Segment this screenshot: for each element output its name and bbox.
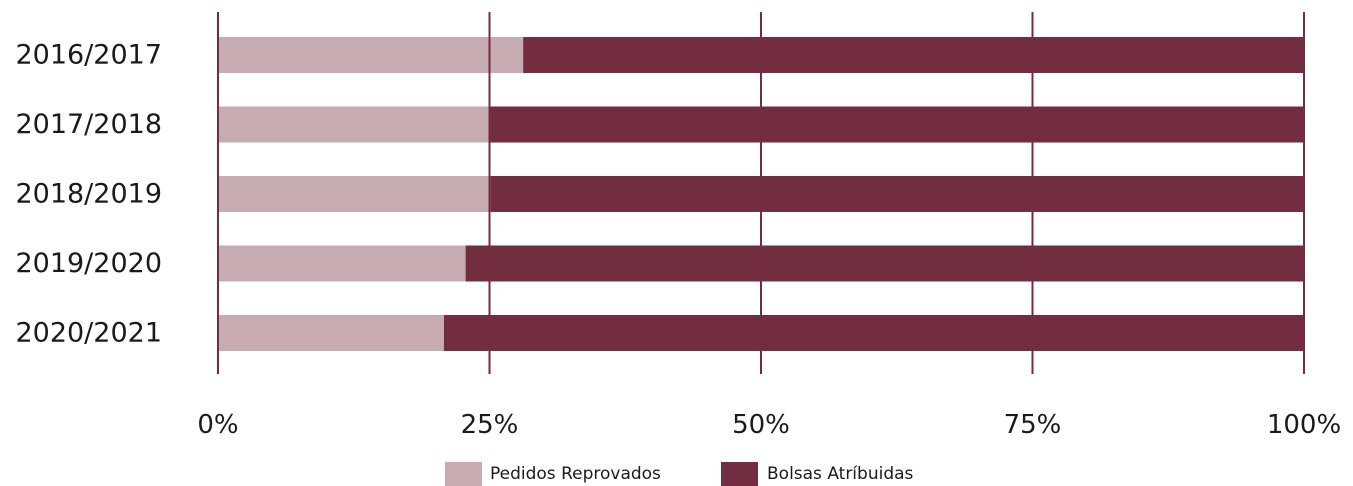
x-tick-label: 100% <box>1267 410 1341 440</box>
bar-pedidos-reprovados-0 <box>218 37 524 73</box>
bar-pedidos-reprovados-2 <box>218 176 491 212</box>
legend-label: Pedidos Reprovados <box>490 464 661 484</box>
bar-pedidos-reprovados-1 <box>218 106 490 143</box>
bars <box>218 37 1304 351</box>
bar-pedidos-reprovados-3 <box>218 245 466 282</box>
category-label: 2019/2020 <box>15 248 162 279</box>
bar-bolsas-atribuidas-3 <box>465 245 1304 282</box>
bar-bolsas-atribuidas-0 <box>523 37 1304 73</box>
x-tick-label: 25% <box>461 410 519 440</box>
category-label: 2018/2019 <box>15 179 162 210</box>
bar-bolsas-atribuidas-1 <box>489 106 1304 143</box>
category-label: 2016/2017 <box>15 40 162 71</box>
category-label: 2017/2018 <box>15 109 162 140</box>
legend-swatch <box>721 462 758 486</box>
category-label: 2020/2021 <box>15 318 162 349</box>
legend: Pedidos Reprovados Bolsas Atríbuidas <box>445 462 914 486</box>
x-tick-label: 0% <box>197 410 238 440</box>
x-tick-label: 75% <box>1004 410 1062 440</box>
bar-bolsas-atribuidas-4 <box>443 315 1304 351</box>
bar-pedidos-reprovados-4 <box>218 315 444 351</box>
category-labels: 2016/2017 2017/2018 2018/2019 2019/2020 2020… <box>15 40 162 349</box>
bar-bolsas-atribuidas-2 <box>490 176 1304 212</box>
x-tick-labels: 0% 25% 50% 75% 100% <box>197 410 1341 440</box>
grid-lines <box>217 12 1305 374</box>
legend-swatch <box>445 462 482 486</box>
legend-label: Bolsas Atríbuidas <box>767 464 914 484</box>
x-tick-label: 50% <box>732 410 790 440</box>
